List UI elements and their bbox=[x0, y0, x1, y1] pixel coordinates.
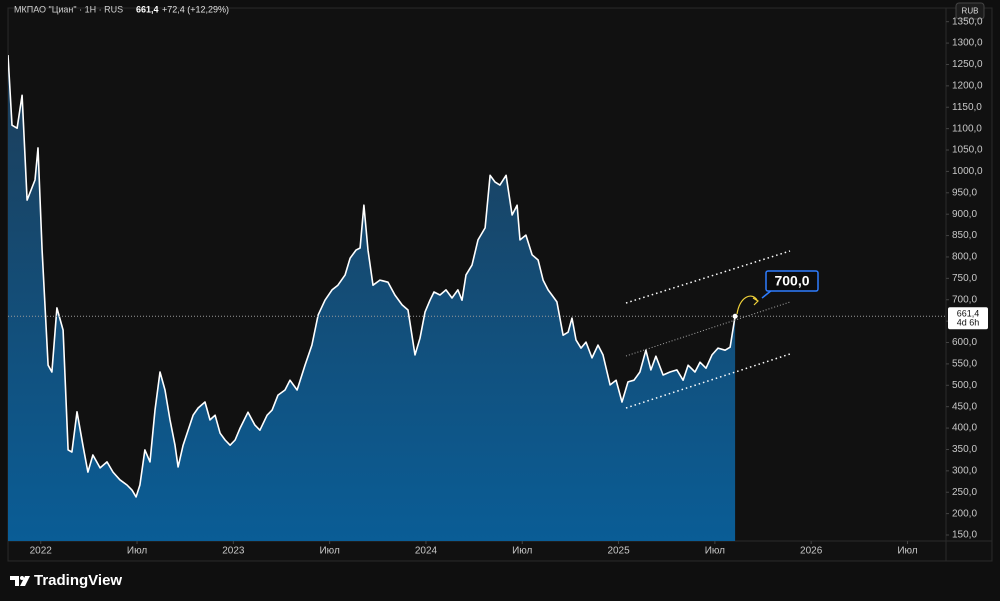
countdown: 4d 6h bbox=[957, 318, 980, 328]
header-price: 661,4 bbox=[136, 4, 159, 14]
x-tick-label: Июл bbox=[512, 546, 532, 557]
target-arrowhead bbox=[752, 297, 759, 306]
last-point bbox=[732, 313, 738, 319]
last-price-box bbox=[948, 307, 988, 330]
x-tick-label: 2022 bbox=[30, 546, 53, 557]
brand: TradingView bbox=[10, 572, 122, 589]
y-tick-label: 1200,0 bbox=[952, 80, 983, 91]
x-tick-label: 2026 bbox=[800, 546, 823, 557]
y-tick-label: 750,0 bbox=[952, 273, 977, 284]
y-tick-label: 400,0 bbox=[952, 423, 977, 434]
x-tick-label: Июл bbox=[897, 546, 917, 557]
y-tick-label: 150,0 bbox=[952, 530, 977, 541]
area-fill bbox=[8, 55, 736, 541]
y-tick-label: 1000,0 bbox=[952, 166, 983, 177]
y-tick-label: 850,0 bbox=[952, 230, 977, 241]
x-tick-label: 2024 bbox=[415, 546, 438, 557]
y-tick-label: 900,0 bbox=[952, 209, 977, 220]
callout-box bbox=[765, 270, 819, 292]
target-arrow bbox=[736, 295, 758, 315]
y-tick-label: 1250,0 bbox=[952, 59, 983, 70]
target-label: 700,0 bbox=[774, 273, 809, 289]
x-tick-label: 2025 bbox=[607, 546, 630, 557]
x-tick-label: Июл bbox=[319, 546, 339, 557]
y-tick-label: 450,0 bbox=[952, 401, 977, 412]
currency-button[interactable] bbox=[955, 2, 985, 20]
plot-area bbox=[8, 55, 736, 541]
currency[interactable]: RUB bbox=[962, 7, 979, 16]
y-tick-label: 250,0 bbox=[952, 487, 977, 498]
y-tick-label: 700,0 bbox=[952, 294, 977, 305]
x-tick-label: Июл bbox=[127, 546, 147, 557]
channel-lower bbox=[625, 353, 791, 409]
y-tick-label: 600,0 bbox=[952, 337, 977, 348]
price-line bbox=[8, 55, 736, 498]
y-tick-label: 550,0 bbox=[952, 359, 977, 370]
logo-part bbox=[20, 576, 24, 580]
last-price-label: 661,4 bbox=[957, 309, 980, 319]
logo-part bbox=[20, 576, 30, 586]
logo-part bbox=[10, 576, 19, 586]
y-tick-label: 350,0 bbox=[952, 444, 977, 455]
y-tick-label: 1300,0 bbox=[952, 38, 983, 49]
x-tick-label: Июл bbox=[705, 546, 725, 557]
y-tick-label: 1050,0 bbox=[952, 145, 983, 156]
channel-upper bbox=[625, 250, 791, 304]
y-tick-label: 300,0 bbox=[952, 465, 977, 476]
y-tick-label: 1350,0 bbox=[952, 16, 983, 27]
y-tick-label: 500,0 bbox=[952, 380, 977, 391]
y-tick-label: 200,0 bbox=[952, 508, 977, 519]
y-tick-label: 800,0 bbox=[952, 252, 977, 263]
brand-name: TradingView bbox=[34, 572, 122, 589]
header-change: +72,4 (+12,29%) bbox=[162, 4, 229, 14]
y-tick-label: 1100,0 bbox=[952, 123, 982, 134]
y-tick-label: 1150,0 bbox=[952, 102, 982, 113]
y-tick-label: 950,0 bbox=[952, 187, 977, 198]
x-tick-label: 2023 bbox=[222, 546, 245, 557]
chart-title: МКПАО "Циан" · 1H · RUS bbox=[14, 4, 123, 14]
drawings: 700,0 bbox=[625, 250, 819, 409]
